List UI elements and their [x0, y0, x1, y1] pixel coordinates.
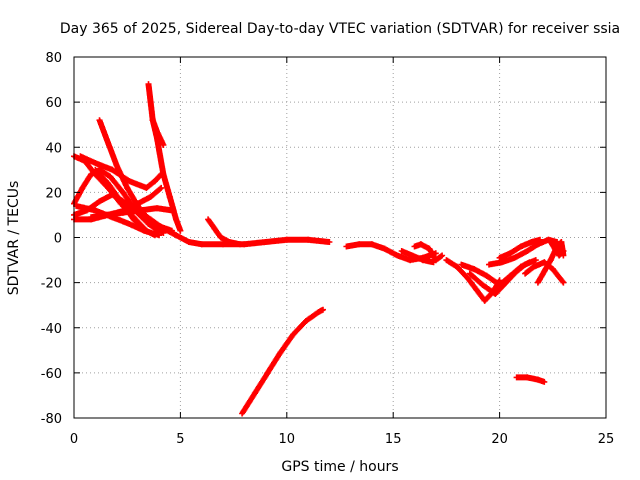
data-point-segment [420, 257, 437, 266]
y-tick-label: -80 [41, 412, 62, 427]
data-point-segment [151, 171, 165, 185]
data-point-segment [466, 270, 486, 288]
data-point-segment [92, 166, 111, 187]
tick-layer: 0 5 10 15 20 25 -80 -60 -40 -20 0 20 40 60 80 [41, 51, 615, 447]
data-point-segment [139, 214, 158, 232]
data-series-track-7 [149, 117, 167, 148]
y-tick-label: 0 [54, 232, 62, 247]
x-tick-label: 5 [176, 432, 184, 447]
data-point-segment [503, 268, 520, 286]
x-tick-label: 0 [70, 432, 78, 447]
data-point-segment [315, 306, 326, 315]
data-layer [71, 81, 567, 417]
data-point-segment [130, 216, 148, 232]
data-point-segment [117, 198, 137, 223]
data-point-segment [522, 257, 539, 268]
x-tick-label: 15 [385, 432, 402, 447]
data-point-segment [549, 266, 567, 286]
x-tick-label: 10 [279, 432, 296, 447]
y-tick-label: 20 [45, 186, 62, 201]
data-series-track-26 [513, 374, 548, 385]
data-point-segment [432, 252, 446, 264]
data-point-segment [154, 205, 175, 214]
data-series-track-24 [547, 239, 567, 259]
data-series-track-16 [411, 241, 446, 264]
data-series-track-15 [398, 248, 437, 266]
data-point-segment [290, 318, 309, 338]
data-series-track-11 [77, 153, 165, 191]
data-series-track-17 [443, 257, 503, 304]
y-tick-label: -40 [41, 322, 62, 337]
data-point-segment [492, 279, 509, 297]
data-point-segment [147, 184, 165, 200]
data-point-segment [528, 236, 543, 245]
y-tick-label: 80 [45, 51, 62, 66]
data-series-track-25 [239, 306, 326, 417]
y-axis-label: SDTVAR / TECUs [6, 181, 22, 296]
y-tick-label: -20 [41, 277, 62, 292]
x-axis-label: GPS time / hours [281, 459, 398, 475]
data-series-track-10 [92, 166, 148, 232]
data-point-segment [454, 263, 471, 282]
data-point-segment [551, 243, 567, 254]
x-tick-label: 25 [598, 432, 615, 447]
data-series-track-22 [522, 259, 567, 286]
x-tick-label: 20 [491, 432, 508, 447]
y-tick-label: 40 [45, 141, 62, 156]
data-point-segment [534, 376, 548, 385]
data-point-segment [464, 275, 480, 293]
data-series-track-21 [496, 236, 543, 261]
data-series-track-19 [466, 257, 539, 297]
chart-title: Day 365 of 2025, Sidereal Day-to-day VTE… [60, 21, 620, 37]
data-series-track-20 [486, 236, 561, 268]
data-series-track-13 [205, 216, 243, 248]
data-point-segment [173, 216, 184, 234]
data-point-segment [107, 173, 126, 196]
data-point-segment [226, 239, 243, 248]
y-tick-label: 60 [45, 96, 62, 111]
data-point-segment [154, 128, 167, 148]
y-tick-label: -60 [41, 367, 62, 382]
data-point-segment [305, 236, 333, 245]
data-series-track-12 [134, 207, 333, 248]
data-point-segment [277, 331, 297, 356]
